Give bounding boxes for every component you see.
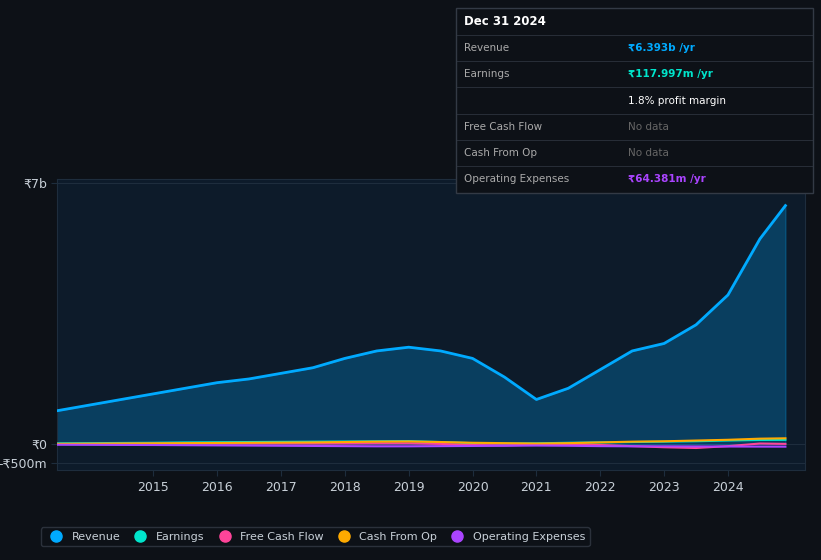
Text: Earnings: Earnings [464, 69, 509, 79]
Text: Revenue: Revenue [464, 43, 509, 53]
Text: Cash From Op: Cash From Op [464, 148, 537, 158]
Text: Operating Expenses: Operating Expenses [464, 175, 569, 184]
Text: No data: No data [628, 148, 669, 158]
Text: Dec 31 2024: Dec 31 2024 [464, 15, 546, 28]
Text: 1.8% profit margin: 1.8% profit margin [628, 96, 726, 105]
Text: ₹117.997m /yr: ₹117.997m /yr [628, 69, 713, 79]
Text: No data: No data [628, 122, 669, 132]
Text: Free Cash Flow: Free Cash Flow [464, 122, 542, 132]
Legend: Revenue, Earnings, Free Cash Flow, Cash From Op, Operating Expenses: Revenue, Earnings, Free Cash Flow, Cash … [40, 528, 589, 547]
Text: ₹64.381m /yr: ₹64.381m /yr [628, 175, 706, 184]
Text: ₹6.393b /yr: ₹6.393b /yr [628, 43, 695, 53]
